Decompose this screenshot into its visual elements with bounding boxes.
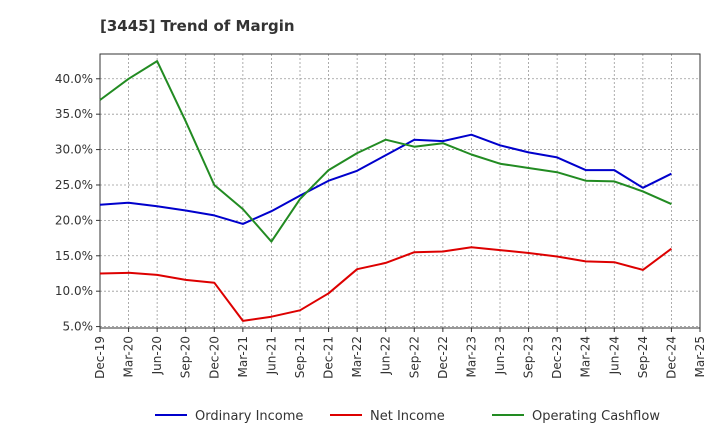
x-axis: Dec-19 Mar-20 Jun-20 Sep-20 Dec-20 Mar-21 Jun-… [93,328,707,379]
x-tick-label: Dec-24 [664,336,678,379]
y-tick-label: 5.0% [63,320,94,334]
x-tick-label: Dec-20 [207,336,221,379]
y-tick-label: 35.0% [55,107,93,121]
y-tick-label: 15.0% [55,249,93,263]
series-line-net-income [99,246,672,322]
x-tick-label: Mar-23 [464,336,478,377]
series-line-operating-cashflow [99,60,672,243]
x-tick-label: Sep-20 [179,336,193,378]
chart-title: [3445] Trend of Margin [100,17,295,35]
y-tick-label: 40.0% [55,72,93,86]
x-tick-label: Sep-23 [522,336,536,378]
x-tick-label: Mar-22 [350,336,364,377]
x-tick-label: Sep-22 [407,336,421,378]
x-tick-label: Jun-21 [264,336,278,375]
grid-lines [100,54,700,328]
x-tick-label: Dec-23 [550,336,564,379]
x-tick-label: Mar-25 [693,336,707,377]
x-tick-label: Dec-19 [93,336,107,379]
legend-label-ordinary-income: Ordinary Income [195,409,303,424]
legend: Ordinary Income Net Income Operating Cashf… [155,409,660,424]
y-tick-label: 20.0% [55,213,93,227]
plot-frame [99,53,701,329]
series-lines [99,60,672,322]
x-tick-label: Jun-24 [607,336,621,375]
x-tick-label: Jun-22 [379,336,393,375]
x-tick-label: Jun-20 [150,336,164,375]
x-tick-label: Mar-20 [122,336,136,377]
legend-label-operating-cashflow: Operating Cashflow [532,409,660,424]
x-tick-label: Dec-21 [322,336,336,379]
y-tick-label: 10.0% [55,284,93,298]
y-tick-label: 25.0% [55,178,93,192]
series-line-ordinary-income [99,133,672,225]
y-axis: 5.0% 10.0% 15.0% 20.0% 25.0% 30.0% 35.0% 40.0% [55,72,100,334]
legend-label-net-income: Net Income [370,409,445,424]
x-tick-label: Sep-24 [636,336,650,378]
x-tick-label: Jun-23 [493,336,507,375]
x-tick-label: Mar-24 [579,336,593,377]
x-tick-label: Mar-21 [236,336,250,377]
x-tick-label: Sep-21 [293,336,307,378]
y-tick-label: 30.0% [55,143,93,157]
x-tick-label: Dec-22 [436,336,450,379]
